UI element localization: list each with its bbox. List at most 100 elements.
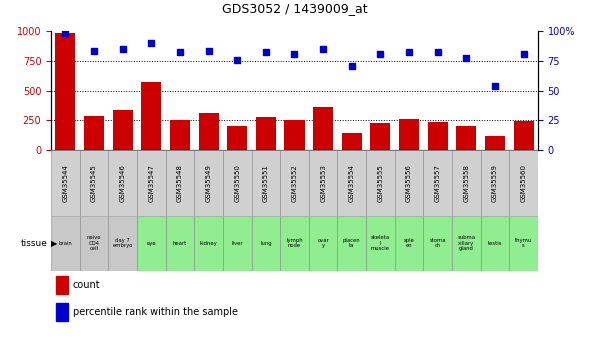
Text: naive
CD4
cell: naive CD4 cell xyxy=(87,235,102,251)
Bar xyxy=(481,150,509,216)
Bar xyxy=(137,150,166,216)
Bar xyxy=(51,216,80,271)
Bar xyxy=(112,110,133,150)
Bar xyxy=(280,216,309,271)
Text: eye: eye xyxy=(147,241,156,246)
Bar xyxy=(56,276,68,294)
Bar xyxy=(423,216,452,271)
Bar xyxy=(223,150,252,216)
Bar xyxy=(423,150,452,216)
Bar xyxy=(84,116,104,150)
Bar xyxy=(194,216,223,271)
Point xyxy=(404,50,414,55)
Bar xyxy=(481,216,509,271)
Point xyxy=(175,50,185,55)
Text: GSM35557: GSM35557 xyxy=(435,164,441,202)
Text: sple
en: sple en xyxy=(404,238,415,248)
Bar xyxy=(366,216,395,271)
Bar xyxy=(80,150,108,216)
Bar xyxy=(366,150,395,216)
Bar xyxy=(337,216,366,271)
Text: skeleta
l
muscle: skeleta l muscle xyxy=(371,235,390,251)
Bar xyxy=(51,150,80,216)
Bar xyxy=(395,216,423,271)
Point xyxy=(261,50,270,55)
Point xyxy=(233,57,242,62)
Text: tissue: tissue xyxy=(21,239,48,248)
Bar xyxy=(223,216,252,271)
Bar xyxy=(108,216,137,271)
Point xyxy=(347,63,356,68)
Text: GSM35549: GSM35549 xyxy=(206,164,212,202)
Point xyxy=(490,83,500,89)
Bar xyxy=(280,150,309,216)
Text: ovar
y: ovar y xyxy=(317,238,329,248)
Bar xyxy=(399,119,419,150)
Bar xyxy=(337,150,366,216)
Point xyxy=(376,51,385,57)
Point xyxy=(290,51,299,57)
Text: GSM35556: GSM35556 xyxy=(406,164,412,202)
Bar xyxy=(141,82,161,150)
Text: GSM35559: GSM35559 xyxy=(492,164,498,202)
Text: subma
xillary
gland: subma xillary gland xyxy=(457,235,475,251)
Text: kidney: kidney xyxy=(200,241,218,246)
Text: GSM35545: GSM35545 xyxy=(91,164,97,202)
Bar xyxy=(309,150,337,216)
Text: stoma
ch: stoma ch xyxy=(430,238,446,248)
Text: day 7
embryо: day 7 embryо xyxy=(112,238,133,248)
Bar xyxy=(485,136,505,150)
Point xyxy=(89,49,99,54)
Text: GSM35558: GSM35558 xyxy=(463,164,469,202)
Text: GSM35546: GSM35546 xyxy=(120,164,126,202)
Bar xyxy=(452,216,481,271)
Text: heart: heart xyxy=(173,241,187,246)
Bar xyxy=(456,126,477,150)
Bar xyxy=(342,134,362,150)
Text: brain: brain xyxy=(58,241,72,246)
Bar xyxy=(284,120,305,150)
Text: GSM35560: GSM35560 xyxy=(520,164,526,202)
Point xyxy=(519,51,528,57)
Bar xyxy=(55,33,76,150)
Bar xyxy=(252,216,280,271)
Point xyxy=(118,46,127,52)
Bar xyxy=(166,216,194,271)
Bar xyxy=(509,150,538,216)
Text: liver: liver xyxy=(231,241,243,246)
Bar xyxy=(108,150,137,216)
Point xyxy=(204,49,213,54)
Text: GSM35544: GSM35544 xyxy=(63,164,69,202)
Text: GSM35550: GSM35550 xyxy=(234,164,240,202)
Bar xyxy=(313,107,333,150)
Bar xyxy=(395,150,423,216)
Bar xyxy=(256,117,276,150)
Bar xyxy=(227,126,247,150)
Bar xyxy=(309,216,337,271)
Text: count: count xyxy=(73,280,100,290)
Bar xyxy=(452,150,481,216)
Text: placen
ta: placen ta xyxy=(343,238,361,248)
Bar xyxy=(170,120,190,150)
Text: percentile rank within the sample: percentile rank within the sample xyxy=(73,307,238,317)
Point xyxy=(462,56,471,61)
Bar xyxy=(509,216,538,271)
Text: GSM35548: GSM35548 xyxy=(177,164,183,202)
Text: GSM35555: GSM35555 xyxy=(377,164,383,202)
Point xyxy=(61,31,70,36)
Bar xyxy=(80,216,108,271)
Text: GDS3052 / 1439009_at: GDS3052 / 1439009_at xyxy=(222,2,367,16)
Text: GSM35551: GSM35551 xyxy=(263,164,269,202)
Text: thymu
s: thymu s xyxy=(515,238,532,248)
Text: GSM35553: GSM35553 xyxy=(320,164,326,202)
Bar xyxy=(370,123,391,150)
Text: GSM35552: GSM35552 xyxy=(291,164,297,202)
Text: ▶: ▶ xyxy=(50,239,57,248)
Point xyxy=(319,46,328,52)
Text: lymph
node: lymph node xyxy=(286,238,303,248)
Bar xyxy=(514,121,534,150)
Bar xyxy=(56,303,68,321)
Bar xyxy=(252,150,280,216)
Bar xyxy=(166,150,194,216)
Bar xyxy=(137,216,166,271)
